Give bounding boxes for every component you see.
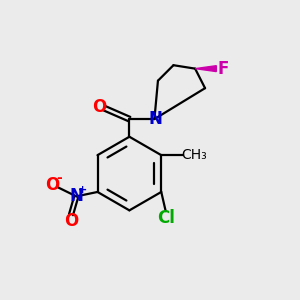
Text: O: O <box>45 176 59 194</box>
Polygon shape <box>195 66 216 72</box>
Text: O: O <box>64 212 78 230</box>
Text: N: N <box>69 188 83 206</box>
Text: N: N <box>148 110 162 128</box>
Text: CH₃: CH₃ <box>182 148 207 162</box>
Text: Cl: Cl <box>157 209 175 227</box>
Text: -: - <box>57 171 62 185</box>
Text: +: + <box>78 185 87 195</box>
Text: F: F <box>218 60 230 78</box>
Text: O: O <box>92 98 106 116</box>
